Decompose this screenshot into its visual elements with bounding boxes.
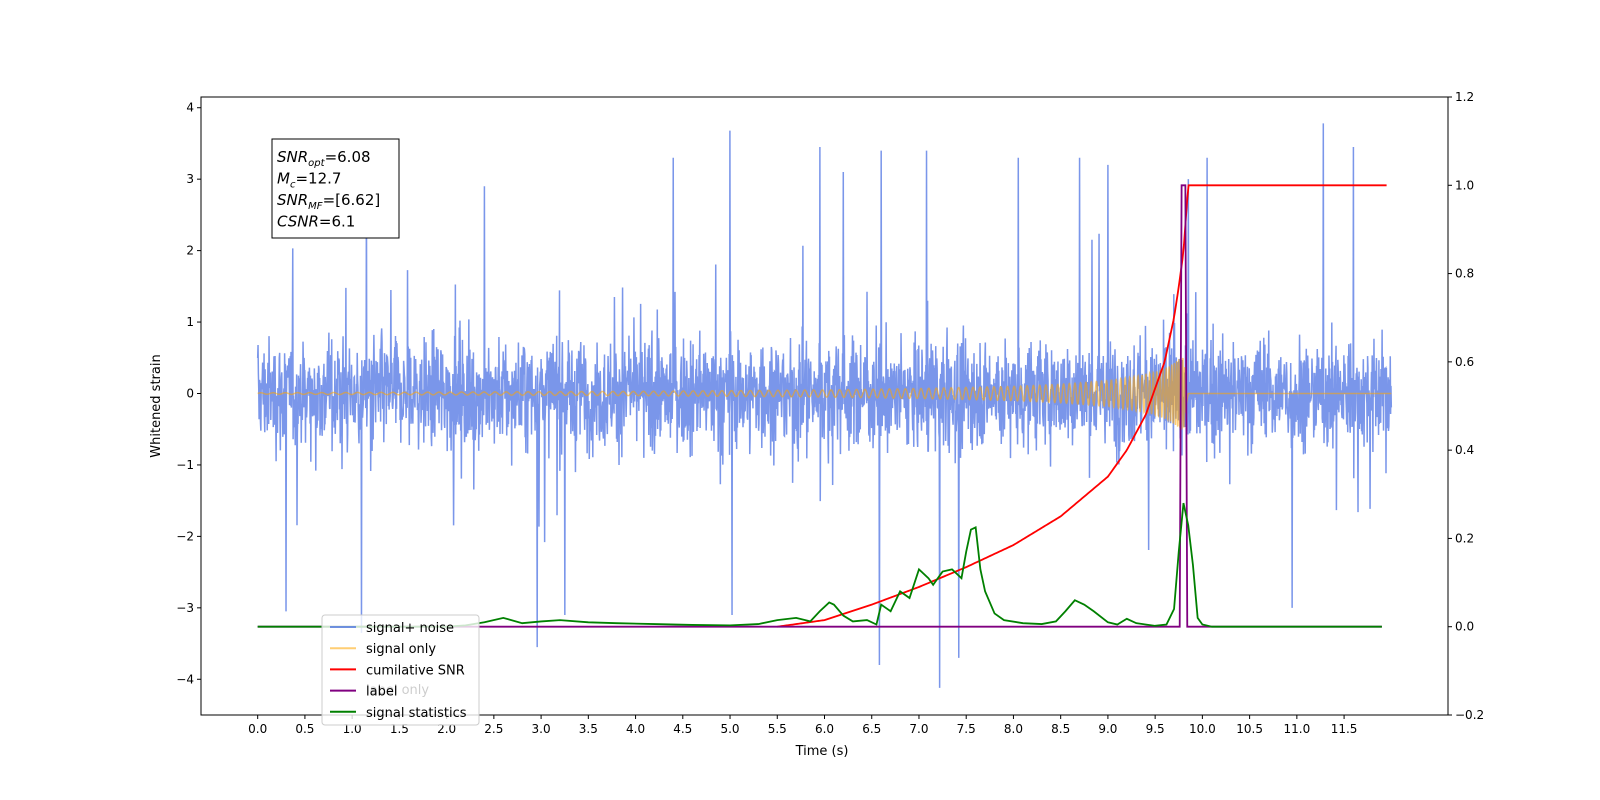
legend-label-signal-noise: signal+ noise: [366, 621, 454, 636]
legend-label-cumilative-snr: cumilative SNR: [366, 663, 465, 678]
x-tick-label: 9.5: [1146, 722, 1165, 736]
x-tick-label: 9.0: [1098, 722, 1117, 736]
x-tick-label: 0.0: [248, 722, 267, 736]
y2-tick-label: 0.0: [1455, 620, 1474, 634]
legend-label-signal-only: signal only: [366, 642, 436, 657]
y2-tick-label: 0.6: [1455, 355, 1474, 369]
annotation-frame: [271, 138, 400, 239]
y-tick-label: −4: [176, 672, 194, 686]
x-tick-label: 8.0: [1004, 722, 1023, 736]
x-tick-label: 7.5: [957, 722, 976, 736]
y2-tick-label: 1.0: [1455, 178, 1474, 192]
x-tick-label: 11.0: [1283, 722, 1310, 736]
x-tick-label: 10.0: [1189, 722, 1216, 736]
y2-tick-label: 1.2: [1455, 90, 1474, 104]
x-tick-label: 3.5: [579, 722, 598, 736]
annotation-line: SNRMF=[6.62]: [277, 191, 380, 212]
plot-layer: [256, 123, 1393, 688]
x-tick-label: 8.5: [1051, 722, 1070, 736]
x-tick-label: 4.5: [673, 722, 692, 736]
series-cumilative-snr-line: [777, 184, 1387, 628]
ticks-layer: 0.0 0.5 1.0 1.5 2.0 2.5 3.0 3.5 4.0 4.5 5.0 5.5 6.0 6…: [176, 90, 1484, 736]
series-signal-noise-line: [256, 123, 1393, 688]
legend: label only signal+ noise signal only cumila…: [321, 614, 480, 726]
legend-label-label: label: [366, 685, 397, 700]
x-tick-label: 5.0: [720, 722, 739, 736]
y2-tick-label: 0.2: [1455, 531, 1474, 545]
y2-tick-label: −0.2: [1455, 708, 1484, 722]
annotation-line: Mc=12.7: [277, 170, 341, 191]
x-tick-label: 3.0: [532, 722, 551, 736]
y-tick-label: −3: [176, 601, 194, 615]
legend-label-signal-statistics: signal statistics: [366, 706, 467, 721]
x-tick-label: 0.5: [295, 722, 314, 736]
annotation-line: SNRopt=6.08: [277, 148, 371, 169]
legend-frame: [321, 614, 480, 726]
y-axis-label: Whitened strain: [149, 354, 164, 457]
y-tick-label: 3: [186, 172, 194, 186]
x-axis-label: Time (s): [795, 744, 849, 759]
x-tick-label: 10.5: [1236, 722, 1263, 736]
obscured-legend-text: label only: [366, 683, 429, 698]
y2-tick-label: 0.8: [1455, 267, 1474, 281]
x-tick-label: 4.0: [626, 722, 645, 736]
y-tick-label: −1: [176, 458, 194, 472]
series-signal-statistics-line: [257, 502, 1382, 628]
y2-tick-label: 0.4: [1455, 443, 1474, 457]
x-tick-label: 6.0: [815, 722, 834, 736]
y-tick-label: 4: [186, 101, 194, 115]
y-tick-label: 2: [186, 244, 194, 258]
y-tick-label: 1: [186, 315, 194, 329]
x-tick-label: 5.5: [768, 722, 787, 736]
series-signal-only-line: [257, 357, 1392, 430]
x-tick-label: 6.5: [862, 722, 881, 736]
x-tick-label: 2.5: [484, 722, 503, 736]
x-tick-label: 7.0: [909, 722, 928, 736]
x-tick-label: 11.5: [1331, 722, 1358, 736]
y-tick-label: 0: [186, 386, 194, 400]
y-tick-label: −2: [176, 529, 194, 543]
annotation-line: CSNR=6.1: [277, 213, 355, 231]
